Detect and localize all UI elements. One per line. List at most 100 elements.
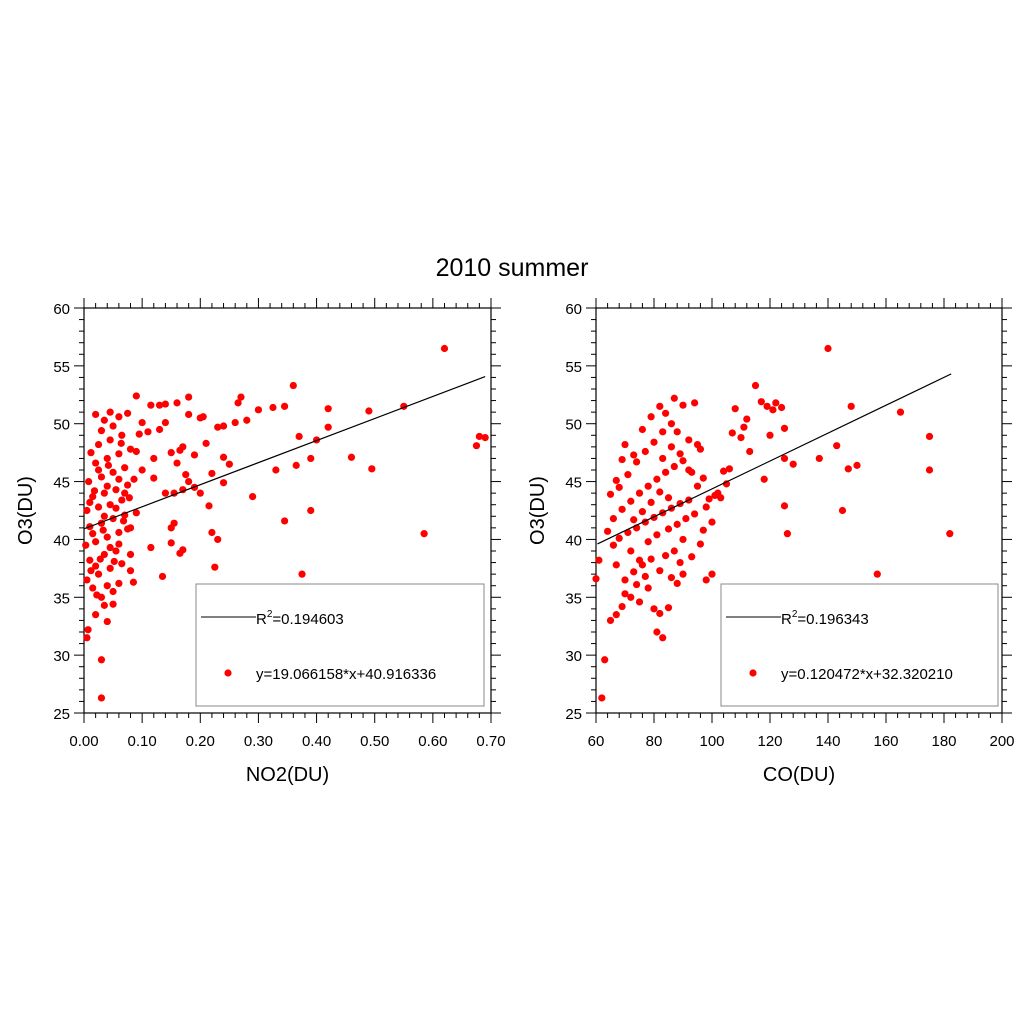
data-point — [676, 558, 684, 567]
r2-superscript: 2 — [792, 609, 798, 620]
data-point — [679, 535, 687, 544]
x-tick-label: 0.40 — [302, 733, 331, 750]
data-point — [176, 549, 184, 557]
y-tick-label: 35 — [53, 590, 70, 607]
data-point — [653, 475, 661, 483]
data-point — [618, 455, 626, 464]
regression-line — [83, 376, 486, 530]
data-point — [630, 568, 638, 576]
data-point — [635, 489, 644, 497]
data-point — [150, 454, 158, 463]
data-point — [182, 471, 190, 479]
data-point — [618, 505, 626, 513]
data-point — [676, 450, 684, 458]
x-tick-label: 0.50 — [360, 733, 389, 750]
data-point — [103, 482, 111, 490]
data-point — [147, 401, 155, 409]
x-tick-label: 0.10 — [128, 733, 157, 750]
legend-equation: y=0.120472*x+32.320210 — [781, 666, 953, 683]
data-point — [103, 533, 111, 541]
data-point — [124, 409, 132, 417]
data-point — [115, 579, 123, 588]
y-tick-label: 60 — [565, 301, 582, 318]
r2-label: R — [256, 611, 267, 628]
data-point — [112, 547, 120, 555]
data-point — [205, 502, 213, 510]
data-point — [673, 520, 681, 528]
data-point — [760, 475, 768, 483]
data-point — [708, 570, 716, 578]
data-point — [693, 482, 702, 490]
data-point — [679, 570, 687, 578]
data-point — [92, 538, 100, 546]
data-point — [815, 454, 823, 463]
data-point — [925, 432, 934, 441]
x-tick-label: 60 — [588, 733, 605, 750]
data-point — [702, 503, 710, 511]
data-point — [763, 402, 771, 410]
data-point — [644, 584, 652, 592]
data-point — [475, 432, 483, 441]
data-point — [743, 415, 751, 423]
data-point — [117, 439, 125, 447]
data-point — [100, 489, 108, 497]
data-point — [612, 561, 620, 569]
data-point — [664, 525, 673, 533]
data-point — [92, 611, 100, 619]
data-point — [126, 445, 135, 453]
data-point — [150, 474, 158, 482]
data-point — [662, 552, 670, 560]
data-point — [627, 497, 635, 505]
data-point — [179, 443, 187, 451]
data-point — [618, 602, 626, 611]
data-point — [103, 582, 111, 590]
data-point — [147, 543, 155, 552]
data-point — [106, 564, 114, 572]
data-point — [118, 560, 126, 568]
data-point — [324, 423, 332, 431]
data-point — [307, 506, 315, 515]
data-point — [896, 408, 905, 416]
data-point — [772, 399, 780, 407]
data-point — [219, 479, 228, 487]
data-point — [757, 398, 765, 406]
data-point — [789, 460, 797, 468]
y-tick-label: 30 — [53, 648, 70, 665]
r2-label: R — [781, 611, 792, 628]
x-axis-label: CO(DU) — [763, 764, 835, 786]
plot-panel-2: 60 80 100 120 140 160 180 200 25 30 35 40 45 50 55 60 CO… — [527, 298, 1015, 786]
data-point — [365, 407, 373, 415]
data-point — [662, 468, 670, 476]
data-point — [208, 469, 216, 478]
data-point — [635, 598, 644, 606]
data-point — [190, 451, 199, 459]
data-point — [126, 567, 135, 575]
data-point — [225, 460, 233, 468]
data-point — [115, 540, 123, 548]
data-point — [167, 539, 175, 547]
r2-value: =0.194603 — [272, 611, 343, 628]
data-point — [92, 459, 100, 467]
data-point — [780, 424, 789, 432]
data-point — [420, 530, 428, 538]
data-point — [946, 530, 954, 538]
data-point — [647, 413, 655, 421]
data-point — [667, 420, 676, 428]
x-tick-label: 0.70 — [476, 733, 505, 750]
data-point — [104, 461, 113, 469]
data-point — [670, 394, 678, 402]
data-point — [728, 429, 736, 437]
data-point — [144, 428, 152, 436]
data-point — [699, 474, 707, 482]
data-point — [691, 399, 699, 407]
data-point — [83, 634, 91, 642]
data-point — [103, 454, 111, 463]
legend-box — [720, 583, 999, 707]
data-point — [633, 458, 641, 466]
data-point — [824, 344, 832, 353]
data-point — [87, 449, 95, 457]
data-point — [97, 694, 106, 702]
data-point — [650, 438, 658, 446]
